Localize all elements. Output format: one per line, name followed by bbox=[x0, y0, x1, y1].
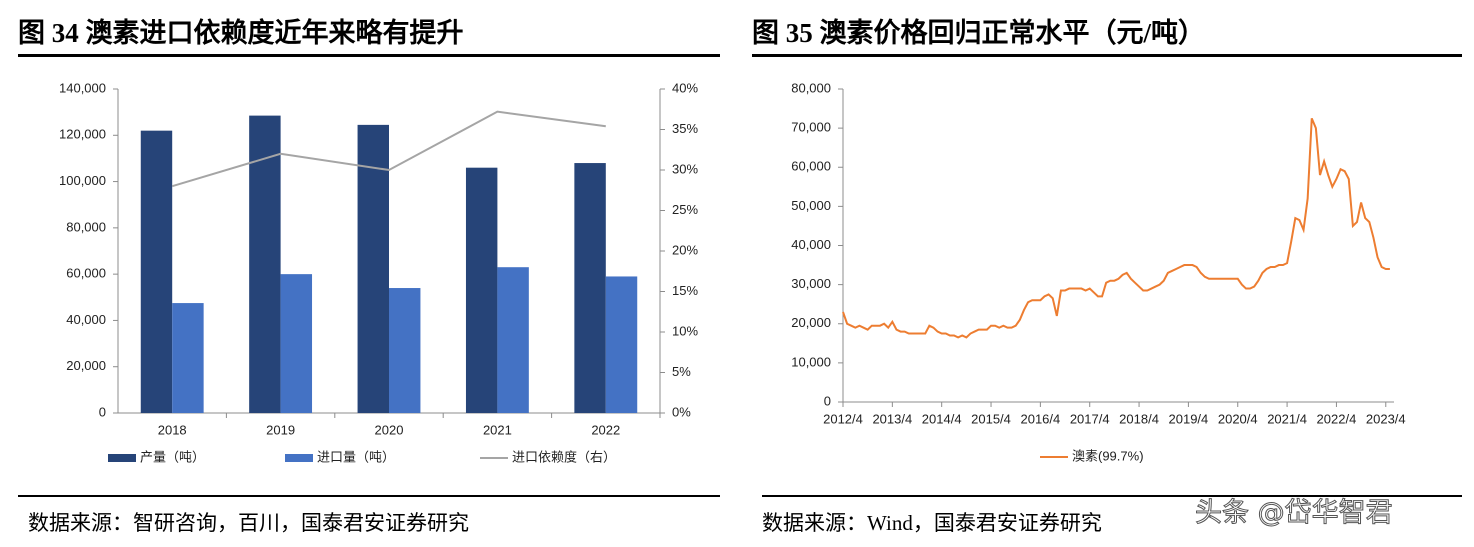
y-tick-label: 10,000 bbox=[791, 354, 831, 369]
legend-swatch bbox=[285, 454, 313, 462]
y2-tick-label: 30% bbox=[672, 161, 698, 176]
x-tick-label: 2019/4 bbox=[1169, 411, 1209, 426]
x-tick-label: 2018 bbox=[158, 422, 187, 437]
y-tick-label: 80,000 bbox=[791, 80, 831, 95]
source-rule bbox=[18, 495, 720, 497]
x-tick-label: 2021/4 bbox=[1267, 411, 1307, 426]
legend-swatch bbox=[108, 454, 136, 462]
y-tick-label: 30,000 bbox=[791, 276, 831, 291]
bar bbox=[574, 163, 606, 413]
y-tick-label: 0 bbox=[824, 393, 831, 408]
x-tick-label: 2018/4 bbox=[1119, 411, 1159, 426]
title-rule bbox=[752, 54, 1462, 57]
y2-tick-label: 5% bbox=[672, 364, 691, 379]
source-note: 数据来源：智研咨询，百川，国泰君安证券研究 bbox=[28, 511, 469, 535]
x-tick-label: 2020 bbox=[375, 422, 404, 437]
y-tick-label: 20,000 bbox=[791, 315, 831, 330]
y-tick-label: 20,000 bbox=[66, 358, 106, 373]
line bbox=[171, 110, 606, 188]
y-tick-label: 140,000 bbox=[59, 80, 106, 95]
chart-title: 图 35 澳素价格回归正常水平（元/吨） bbox=[752, 18, 1205, 48]
y-tick-label: 60,000 bbox=[66, 266, 106, 281]
y2-tick-label: 20% bbox=[672, 242, 698, 257]
bar bbox=[465, 167, 498, 413]
x-tick-label: 2015/4 bbox=[971, 411, 1011, 426]
x-tick-label: 2017/4 bbox=[1070, 411, 1110, 426]
y-tick-label: 50,000 bbox=[791, 198, 831, 213]
y-tick-label: 120,000 bbox=[59, 127, 106, 142]
bar bbox=[389, 288, 421, 413]
plots: 0 20,000 40,000 60,000 80,000 100,000 120,000 1… bbox=[59, 80, 1406, 464]
y-tick-label: 0 bbox=[99, 404, 106, 419]
bar bbox=[140, 130, 173, 413]
y-tick-label: 70,000 bbox=[791, 120, 831, 135]
y-tick-label: 100,000 bbox=[59, 173, 106, 188]
y-tick-label: 40,000 bbox=[791, 237, 831, 252]
x-tick-label: 2022 bbox=[591, 422, 620, 437]
x-tick-label: 2012/4 bbox=[823, 411, 863, 426]
y2-tick-label: 0% bbox=[672, 404, 691, 419]
watermark: 头条 @岱华智君 bbox=[1195, 498, 1393, 529]
legend-label: 产量（吨） bbox=[140, 449, 205, 464]
x-tick-label: 2013/4 bbox=[872, 411, 912, 426]
legend-label: 进口量（吨） bbox=[317, 449, 395, 464]
y2-tick-label: 15% bbox=[672, 283, 698, 298]
x-tick-label: 2020/4 bbox=[1218, 411, 1258, 426]
bar bbox=[280, 274, 313, 413]
x-tick-label: 2023/4 bbox=[1366, 411, 1406, 426]
legend-label: 进口依赖度（右） bbox=[512, 449, 616, 464]
y2-tick-label: 25% bbox=[672, 202, 698, 217]
source-note: 数据来源：Wind，国泰君安证券研究 bbox=[762, 511, 1102, 535]
y-tick-label: 60,000 bbox=[791, 159, 831, 174]
y2-tick-label: 35% bbox=[672, 121, 698, 136]
chart-title: 图 34 澳素进口依赖度近年来略有提升 bbox=[18, 17, 464, 48]
y2-tick-label: 10% bbox=[672, 323, 698, 338]
y-tick-label: 40,000 bbox=[66, 312, 106, 327]
source-rule bbox=[762, 495, 1462, 497]
bar bbox=[605, 276, 638, 413]
legend-label: 澳素(99.7%) bbox=[1072, 448, 1144, 463]
x-tick-label: 2019 bbox=[266, 422, 295, 437]
title-rule bbox=[18, 54, 720, 57]
bar bbox=[172, 303, 204, 413]
x-tick-label: 2016/4 bbox=[1020, 411, 1060, 426]
bar bbox=[497, 267, 529, 413]
x-tick-label: 2022/4 bbox=[1317, 411, 1357, 426]
line bbox=[842, 117, 1390, 339]
x-tick-label: 2014/4 bbox=[922, 411, 962, 426]
bar bbox=[249, 115, 281, 413]
x-tick-label: 2021 bbox=[483, 422, 512, 437]
bar bbox=[357, 124, 389, 413]
y-tick-label: 80,000 bbox=[66, 219, 106, 234]
y2-tick-label: 40% bbox=[672, 80, 698, 95]
